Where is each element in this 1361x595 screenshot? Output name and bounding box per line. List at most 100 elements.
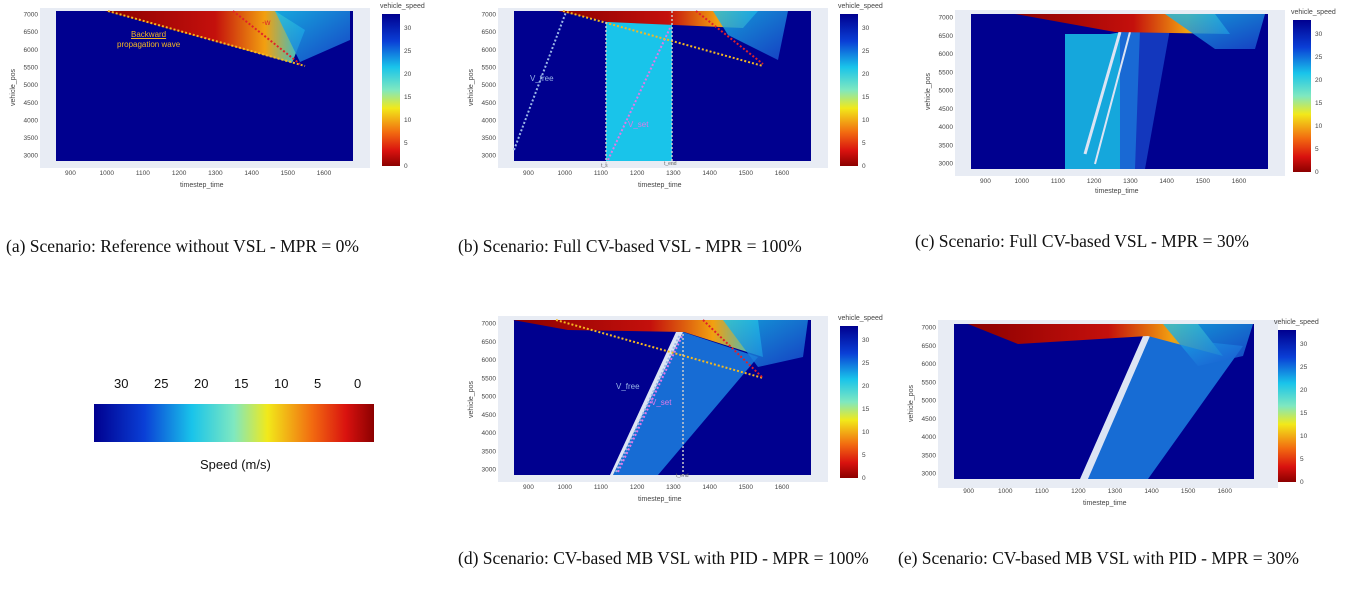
speed-legend-tick-3: 15 bbox=[234, 376, 249, 391]
chart-d: 900 1000 1100 1200 1300 1400 1500 1600 7000 6500 6… bbox=[482, 316, 870, 491]
y-tick-b-4: 5000 bbox=[482, 82, 497, 89]
annotation-vset-b: V_set bbox=[628, 120, 649, 129]
colorbar-e bbox=[1278, 330, 1296, 482]
y-tick-b-2: 6000 bbox=[482, 47, 497, 54]
speed-legend-tick-6: 0 bbox=[354, 376, 362, 391]
y-tick-a-3: 5500 bbox=[24, 64, 39, 71]
x-tick-b-3: 1200 bbox=[630, 170, 645, 177]
colorbar-tick-a-5: 5 bbox=[404, 140, 408, 147]
vset-line-b bbox=[607, 27, 671, 161]
y-tick-d-2: 6000 bbox=[482, 357, 497, 364]
x-tick-a-7: 1600 bbox=[317, 170, 332, 177]
colorbar-tick-c-4: 10 bbox=[1315, 123, 1323, 130]
queue-tail-line-b bbox=[562, 10, 764, 67]
y-tick-a-1: 6500 bbox=[24, 29, 39, 36]
x-tick-c-6: 1500 bbox=[1196, 178, 1211, 185]
colorbar-tick-b-1: 25 bbox=[862, 48, 870, 55]
colorbar-tick-a-4: 10 bbox=[404, 117, 412, 124]
annotation-w: -w bbox=[262, 18, 271, 27]
panel-b: 900 1000 1100 1200 1300 1400 1500 1600 7000 6500 6… bbox=[458, 0, 908, 200]
discharge-fan-c bbox=[1165, 14, 1265, 49]
colorbar-tick-c-2: 20 bbox=[1315, 77, 1323, 84]
y-tick-b-7: 3500 bbox=[482, 135, 497, 142]
panel-e: 900 1000 1100 1200 1300 1400 1500 1600 7000 6500 6… bbox=[898, 316, 1358, 516]
y-tick-d-3: 5500 bbox=[482, 375, 497, 382]
colorbar-tick-d-5: 5 bbox=[862, 452, 866, 459]
colorbar-b bbox=[840, 14, 858, 166]
annotation-tstart-b: t_s bbox=[601, 163, 608, 169]
colorbar-a bbox=[382, 14, 400, 166]
x-tick-a-2: 1100 bbox=[136, 170, 150, 177]
annotation-propagation: propagation wave bbox=[117, 40, 181, 49]
y-tick-d-5: 4500 bbox=[482, 412, 497, 419]
x-tick-d-0: 900 bbox=[523, 484, 534, 491]
annotation-vfree-d: V_free bbox=[616, 382, 640, 391]
colorbar-tick-b-5: 5 bbox=[862, 140, 866, 147]
discharge-fan-d bbox=[723, 320, 808, 367]
colorbar-tick-d-4: 10 bbox=[862, 429, 870, 436]
discharge-fan-e bbox=[1163, 324, 1253, 366]
vsl-fan-d bbox=[613, 332, 758, 475]
colorbar-tick-b-0: 30 bbox=[862, 25, 870, 32]
speed-legend-tick-4: 10 bbox=[274, 376, 289, 391]
discharge-fan-a bbox=[275, 11, 350, 62]
gap-d bbox=[610, 332, 683, 475]
chart-e: 900 1000 1100 1200 1300 1400 1500 1600 7000 6500 6… bbox=[922, 320, 1308, 495]
y-tick-e-1: 6500 bbox=[922, 343, 937, 350]
y-tick-b-1: 6500 bbox=[482, 29, 497, 36]
annotation-tend-b: t_end bbox=[664, 161, 677, 167]
x-axis-title-c: timestep_time bbox=[1095, 188, 1139, 195]
colorbar-tick-b-3: 15 bbox=[862, 94, 870, 101]
y-tick-e-2: 6000 bbox=[922, 361, 937, 368]
colorbar-tick-a-0: 30 bbox=[404, 25, 412, 32]
colorbar-tick-d-1: 25 bbox=[862, 360, 870, 367]
axis-ticks-c: 900 1000 1100 1200 1300 1400 1500 1600 7000 6500 6… bbox=[939, 15, 1323, 185]
x-tick-d-2: 1100 bbox=[594, 484, 608, 491]
y-tick-c-7: 3500 bbox=[939, 142, 954, 149]
vsl-fan-e bbox=[1088, 336, 1243, 479]
x-tick-e-3: 1200 bbox=[1071, 488, 1086, 495]
y-tick-a-2: 6000 bbox=[24, 47, 39, 54]
y-axis-title-c: vehicle_pos bbox=[924, 73, 932, 110]
caption-a: (a) Scenario: Reference without VSL - MP… bbox=[6, 236, 359, 256]
speed-legend: 30 25 20 15 10 5 0 Speed (m/s) bbox=[80, 370, 400, 490]
axis-ticks-e: 900 1000 1100 1200 1300 1400 1500 1600 7000 6500 6… bbox=[922, 325, 1308, 495]
x-tick-b-4: 1300 bbox=[666, 170, 681, 177]
y-tick-a-6: 4000 bbox=[24, 117, 39, 124]
x-tick-a-1: 1000 bbox=[99, 170, 114, 177]
colorbar-tick-a-6: 0 bbox=[404, 163, 408, 170]
y-tick-c-0: 7000 bbox=[939, 15, 954, 22]
x-tick-a-0: 900 bbox=[65, 170, 76, 177]
colorbar-tick-c-6: 0 bbox=[1315, 169, 1319, 176]
chart-c: 900 1000 1100 1200 1300 1400 1500 1600 7000 6500 6… bbox=[939, 10, 1323, 185]
x-axis-title-e: timestep_time bbox=[1083, 500, 1127, 507]
y-tick-c-3: 5500 bbox=[939, 69, 954, 76]
x-tick-e-4: 1300 bbox=[1108, 488, 1123, 495]
y-tick-e-8: 3000 bbox=[922, 471, 937, 478]
front-line-d bbox=[702, 319, 764, 379]
y-axis-title-d: vehicle_pos bbox=[467, 381, 475, 418]
colorbar-tick-e-3: 15 bbox=[1300, 410, 1308, 417]
vsl-zone-b bbox=[606, 22, 672, 161]
colorbar-title-d: vehicle_speed bbox=[838, 315, 883, 322]
x-tick-b-0: 900 bbox=[523, 170, 534, 177]
colorbar-tick-d-2: 20 bbox=[862, 383, 870, 390]
colorbar-tick-e-6: 0 bbox=[1300, 479, 1304, 486]
speed-legend-tick-5: 5 bbox=[314, 376, 322, 391]
caption-c: (c) Scenario: Full CV-based VSL - MPR = … bbox=[915, 231, 1249, 251]
colorbar-tick-b-4: 10 bbox=[862, 117, 870, 124]
chart-b: 900 1000 1100 1200 1300 1400 1500 1600 7000 6500 6… bbox=[482, 8, 870, 177]
y-tick-a-0: 7000 bbox=[24, 12, 39, 19]
x-tick-c-7: 1600 bbox=[1232, 178, 1247, 185]
annotation-vset-d: V_set bbox=[651, 398, 672, 407]
speed-legend-tick-2: 20 bbox=[194, 376, 209, 391]
x-axis-title-d: timestep_time bbox=[638, 496, 682, 503]
caption-b: (b) Scenario: Full CV-based VSL - MPR = … bbox=[458, 236, 802, 256]
colorbar-tick-a-1: 25 bbox=[404, 48, 412, 55]
x-tick-b-2: 1100 bbox=[594, 170, 608, 177]
x-tick-c-3: 1200 bbox=[1087, 178, 1102, 185]
x-tick-d-7: 1600 bbox=[775, 484, 790, 491]
congestion-region-d bbox=[513, 320, 763, 357]
y-tick-d-7: 3500 bbox=[482, 448, 497, 455]
y-axis-title-b: vehicle_pos bbox=[467, 69, 475, 106]
